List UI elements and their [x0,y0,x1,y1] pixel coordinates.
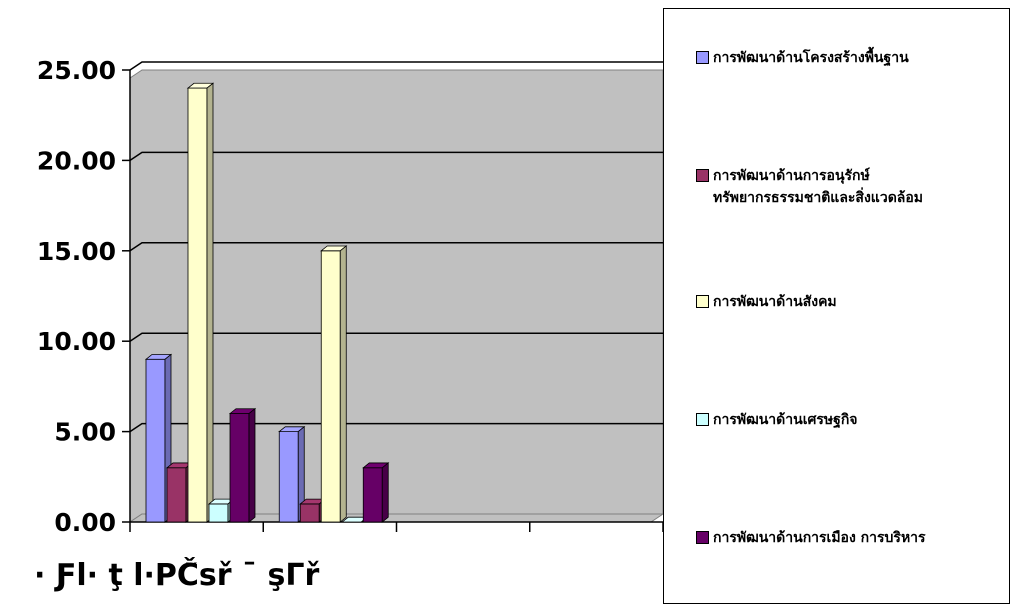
legend-item: การพัฒนาด้านสังคม [696,291,1003,313]
bar [320,245,348,523]
x-axis-title: · Ƒl· ţ l·PČ̌sř ¯ şΓř [34,558,320,593]
legend-label: การพัฒนาด้านสังคม [713,294,837,310]
bar-front [229,413,250,523]
legend-swatch [696,531,709,544]
gridline [129,151,663,162]
bar-front [278,431,299,523]
legend-item: การพัฒนาด้านเศรษฐกิจ [696,409,1003,431]
legend-label: การพัฒนาด้านการเมือง การบริหาร [713,530,926,546]
y-tick-label: 5.00 [54,418,116,447]
bar [186,82,215,523]
y-tick-label: 20.00 [37,146,116,175]
bars [144,82,390,523]
bar-front [187,87,208,523]
gridline [129,242,663,252]
bar [278,425,306,523]
bar-front [166,467,187,523]
gridline [129,332,663,342]
bar-side [381,462,389,523]
bar-side [339,245,347,523]
legend-swatch [696,413,709,426]
bar-front [299,503,320,523]
legend-item: การพัฒนาด้านการอนุรักษ์ ทรัพยากรธรรมชาติ… [696,165,1003,209]
legend-swatch [696,169,709,182]
legend-item: การพัฒนาด้านการเมือง การบริหาร [696,527,1003,549]
y-tick-label: 0.00 [54,508,116,537]
legend: การพัฒนาด้านโครงสร้างพื้นฐาน การพัฒนาด้า… [663,8,1010,604]
gridlines [129,61,663,433]
legend-label: การพัฒนาด้านการอนุรักษ์ ทรัพยากรธรรมชาติ… [713,168,923,206]
bar [362,462,390,523]
legend-label: การพัฒนาด้านโครงสร้างพื้นฐาน [713,50,909,66]
bar-side [206,82,214,523]
y-tick-labels: 0.00 5.00 10.00 15.00 20.00 25.00 [37,56,116,537]
y-tick-label: 25.00 [37,56,116,85]
bar-front [320,250,341,523]
y-tick-label: 10.00 [37,327,116,356]
gridline [129,61,663,71]
legend-item: การพัฒนาด้านโครงสร้างพื้นฐาน [696,47,1003,69]
legend-swatch [696,51,709,64]
bar-front [362,467,383,523]
bar-front [208,503,229,523]
bar-front [145,358,166,523]
y-tick-label: 15.00 [37,237,116,266]
legend-label: การพัฒนาด้านเศรษฐกิจ [713,412,858,428]
legend-swatch [696,295,709,308]
bar-side [248,407,256,523]
bar [228,407,257,523]
gridline [129,422,663,433]
